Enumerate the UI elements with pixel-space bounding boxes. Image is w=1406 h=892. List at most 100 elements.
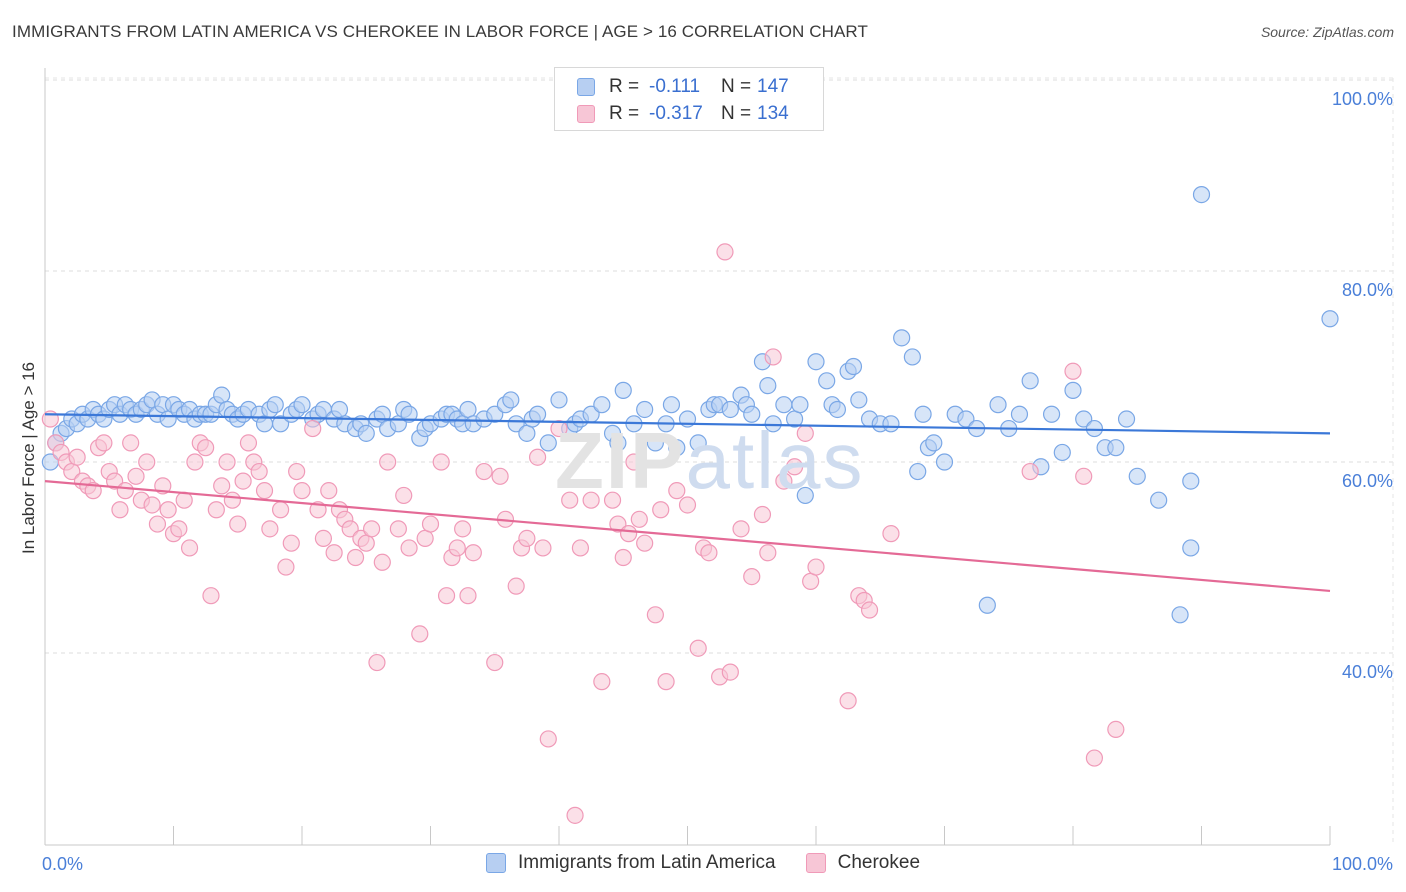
data-point [363, 520, 381, 538]
series-legend-latin-america: Immigrants from Latin America [485, 852, 776, 874]
watermark-zip: ZIP [555, 416, 686, 505]
data-point [764, 415, 782, 433]
data-point [759, 544, 777, 562]
data-point [593, 396, 611, 414]
data-point [550, 419, 568, 438]
x-tick-label-max: 100.0% [1332, 854, 1393, 874]
data-point [368, 653, 386, 672]
watermark: ZIPatlas [555, 415, 864, 507]
data-point [828, 400, 847, 419]
data-point [689, 639, 707, 657]
data-point [716, 243, 734, 261]
data-point [860, 601, 879, 619]
data-point [882, 415, 900, 433]
legend-r-value: -0.317 [649, 103, 703, 124]
data-point [304, 419, 322, 438]
data-point [320, 482, 338, 500]
data-point [325, 544, 343, 562]
data-point [914, 405, 932, 423]
data-point [700, 544, 718, 562]
data-point [293, 396, 311, 414]
data-point [459, 587, 477, 605]
series-swatch-blue [485, 853, 506, 873]
chart-source: Source: ZipAtlas.com [1260, 24, 1394, 40]
data-point [1042, 405, 1061, 423]
data-point [271, 415, 290, 433]
data-point [609, 434, 627, 452]
data-point [432, 453, 450, 471]
data-point [389, 520, 407, 538]
data-point [668, 482, 686, 500]
data-point [753, 505, 772, 524]
data-point [475, 462, 493, 481]
data-point [657, 673, 675, 691]
data-point [175, 491, 193, 509]
legend-swatch-blue [577, 78, 595, 96]
data-point [122, 434, 140, 452]
data-point [662, 396, 681, 414]
data-point [721, 663, 739, 681]
legend-r-label: R = [609, 103, 640, 124]
data-point [159, 501, 177, 519]
data-point [1053, 443, 1071, 462]
data-point [1117, 410, 1136, 428]
data-point [1128, 467, 1146, 485]
data-point [314, 529, 333, 548]
y-tick-label: 40.0% [1342, 662, 1393, 682]
data-point [1321, 310, 1339, 328]
series-swatch-pink [805, 853, 826, 873]
data-point [625, 453, 643, 471]
data-point [1150, 491, 1168, 509]
data-point [528, 448, 547, 466]
data-point [266, 396, 284, 414]
data-point [893, 329, 911, 347]
data-point [1021, 462, 1039, 481]
data-point [850, 391, 868, 409]
data-point [652, 501, 670, 519]
data-point [528, 405, 547, 423]
data-point [609, 515, 627, 533]
data-point [411, 625, 429, 643]
y-tick-label: 100.0% [1332, 89, 1393, 109]
data-point [550, 391, 568, 409]
data-point [218, 453, 236, 471]
data-point [400, 405, 418, 423]
data-point [582, 491, 600, 509]
data-point [603, 491, 622, 509]
data-point [197, 439, 215, 457]
data-point [255, 482, 274, 500]
data-point [636, 534, 654, 552]
data-point [1010, 405, 1029, 423]
series-points-0 [41, 186, 1339, 624]
data-point [646, 434, 664, 452]
data-point [909, 462, 927, 481]
data-point [775, 396, 793, 414]
data-point [148, 515, 167, 533]
chart-title: IMMIGRANTS FROM LATIN AMERICA VS CHEROKE… [12, 22, 868, 41]
legend-swatch-pink [577, 105, 595, 123]
data-point [566, 806, 584, 824]
data-point [111, 501, 129, 519]
data-point [170, 520, 188, 538]
series-legend-cherokee: Cherokee [805, 852, 920, 874]
data-point [293, 482, 311, 500]
data-point [448, 539, 466, 557]
data-point [1064, 381, 1082, 399]
data-point [127, 467, 145, 485]
data-point [571, 539, 590, 557]
data-point [1075, 410, 1093, 428]
data-point [373, 553, 391, 571]
data-point [207, 501, 225, 519]
data-point [341, 520, 359, 538]
data-point [534, 539, 552, 557]
data-point [630, 510, 648, 528]
data-point [802, 572, 820, 590]
data-point [1064, 362, 1082, 380]
data-point [143, 496, 161, 514]
data-point [277, 558, 295, 576]
data-point [518, 529, 536, 548]
data-point [1085, 419, 1104, 438]
legend-n-label: N = [721, 103, 752, 124]
data-point [68, 448, 86, 466]
data-point [636, 400, 654, 419]
